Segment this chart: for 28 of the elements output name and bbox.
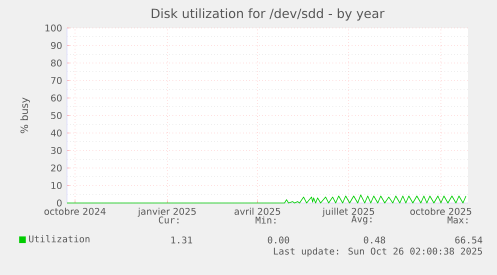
text: 0.00 — [268, 236, 290, 244]
text: Cur: — [158, 216, 178, 224]
x-tick-label: janvier 2025 — [138, 208, 196, 217]
y-tick-label: 70 — [51, 76, 62, 84]
text: 0.48 — [364, 236, 386, 244]
x-tick-label: octobre 2025 — [410, 208, 472, 215]
y-tick-label: 100 — [46, 24, 62, 32]
legend-label: Utilization — [29, 235, 90, 242]
text: 1.31 — [171, 236, 192, 244]
text: 66.54 — [455, 236, 482, 244]
y-tick-label: 60 — [51, 94, 62, 102]
chart-title: Disk utilization for /dev/sdd - by year — [152, 8, 384, 21]
text: Max: — [448, 216, 468, 224]
y-tick-label: 20 — [51, 164, 62, 172]
x-tick-label: octobre 2024 — [44, 208, 106, 215]
y-tick-label: 10 — [51, 182, 62, 190]
text: Min: — [256, 216, 276, 224]
y-tick-label: 80 — [51, 59, 62, 67]
y-tick-label: 50 — [51, 112, 62, 120]
text: Avg: — [351, 216, 372, 224]
y-tick-label: 90 — [51, 42, 62, 50]
y-axis-title: % busy — [20, 98, 30, 134]
y-tick-label: 30 — [51, 146, 62, 154]
y-tick-label: 0 — [56, 199, 62, 207]
x-tick-label: avril 2025 — [234, 208, 280, 215]
y-tick-label: 40 — [50, 129, 62, 137]
x-tick-label: juillet 2025 — [322, 208, 374, 217]
text: Last update: Sun Oct 26 02:00:38 2025 — [274, 247, 482, 257]
